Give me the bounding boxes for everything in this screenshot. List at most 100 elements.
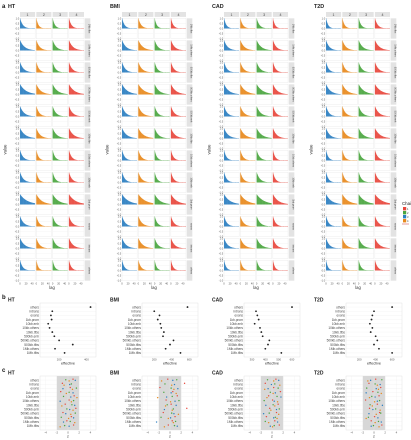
data-point	[67, 417, 70, 420]
y-tick-label: 0.5	[16, 153, 20, 157]
data-point	[274, 416, 277, 418]
data-point	[277, 403, 279, 405]
y-tick-label: -1.0	[117, 213, 122, 217]
y-tick-label: 1.0	[118, 104, 122, 108]
panel-c-xlabel: z	[67, 434, 69, 438]
category-label: exons	[30, 314, 39, 318]
facet-row-label: 1Mb.others	[292, 44, 295, 57]
data-point	[166, 404, 168, 406]
y-tick-label: 1.0	[322, 126, 326, 130]
y-tick-label: -0.5	[117, 54, 122, 58]
data-point	[165, 396, 168, 398]
acf-bars	[342, 194, 358, 205]
facet-row-strip	[390, 40, 397, 61]
data-point	[68, 408, 71, 411]
category-label: 1Mb.others	[329, 347, 345, 351]
acf-bars	[272, 84, 288, 95]
panel-a-trait-title: CAD	[212, 4, 224, 10]
y-tick-label: -0.5	[219, 274, 224, 278]
data-point	[278, 413, 280, 416]
y-tick-label: 1.0	[322, 214, 326, 218]
data-point	[373, 415, 376, 418]
facet-column-strip	[358, 12, 374, 17]
x-tick-label: 40	[251, 282, 254, 286]
x-tick-label: 0	[358, 282, 360, 286]
category-label: 1Mb.tfbs	[333, 351, 346, 355]
data-point	[176, 425, 178, 427]
acf-bars	[224, 172, 240, 183]
facet-row-label: 500kb.tfbs	[394, 67, 397, 79]
data-point	[176, 395, 178, 397]
data-point	[260, 331, 263, 333]
acf-bars	[272, 128, 288, 139]
category-label: introns	[335, 309, 345, 313]
category-label: exons	[132, 387, 141, 391]
data-point	[159, 386, 161, 389]
y-tick-label: -1.0	[321, 191, 326, 195]
data-point	[277, 387, 279, 389]
data-point	[271, 399, 274, 401]
y-tick-label: 0.0	[220, 49, 224, 53]
facet-row-strip	[390, 106, 397, 127]
y-tick-label: -1.0	[117, 169, 122, 173]
acf-bars	[52, 106, 68, 117]
data-point	[381, 424, 383, 426]
facet-row-label: 1kb.prom	[394, 199, 397, 209]
x-tick-label: 0	[169, 430, 171, 434]
acf-bars	[224, 128, 240, 139]
facet-row-label: 1Mb.others	[190, 44, 193, 57]
acf-bars	[36, 216, 52, 227]
category-label: 500kb.tfbs	[228, 343, 243, 347]
category-label: 10kb.others	[328, 326, 345, 330]
acf-bars	[374, 238, 390, 249]
y-tick-label: 0.0	[118, 203, 122, 207]
x-tick-label: 200	[357, 357, 362, 361]
y-tick-label: 1.0	[322, 258, 326, 262]
data-point	[278, 424, 280, 426]
data-point	[174, 400, 176, 402]
data-point	[61, 382, 64, 385]
facet-row-strip	[390, 194, 397, 215]
data-point	[377, 388, 380, 391]
y-tick-label: 0.0	[322, 181, 326, 185]
acf-bars	[256, 172, 272, 183]
y-tick-label: 0.0	[16, 159, 20, 163]
facet-row-label: 10kb.others	[88, 154, 91, 168]
acf-bars	[52, 194, 68, 205]
y-tick-label: 1.0	[16, 60, 20, 64]
y-tick-label: 1.0	[322, 170, 326, 174]
y-tick-label: 0.5	[220, 241, 224, 245]
category-label: 500kb.others	[21, 412, 40, 416]
data-point	[369, 331, 372, 333]
x-tick-label: -2	[362, 430, 365, 434]
x-tick-label: 300	[250, 357, 255, 361]
y-tick-label: 0.5	[220, 131, 224, 135]
acf-bars	[52, 216, 68, 227]
data-point	[269, 425, 272, 427]
category-label: others	[132, 305, 141, 309]
x-tick-label: 40	[267, 282, 270, 286]
data-point	[269, 407, 271, 410]
panel-b-plot-area	[243, 302, 301, 358]
y-tick-label: 0.5	[322, 87, 326, 91]
y-tick-label: 0.5	[322, 263, 326, 267]
facet-row-strip	[186, 84, 193, 105]
x-tick-label: 200	[57, 357, 62, 361]
data-point	[280, 396, 282, 398]
category-label: 1kb.prom	[26, 318, 40, 322]
category-label: 500kb.others	[21, 339, 40, 343]
data-point	[158, 314, 161, 317]
y-tick-label: -0.5	[15, 32, 20, 36]
panel-c-xlabel: z	[271, 434, 273, 438]
panel-c-trait-ht: HTothersintronsexons1kb.prom10kb.enh10kb…	[8, 371, 97, 438]
y-tick-label: 1.0	[118, 82, 122, 86]
category-label: exons	[336, 387, 345, 391]
x-tick-label: 4	[90, 430, 92, 434]
data-point	[270, 409, 272, 411]
data-point	[54, 347, 56, 350]
panel-c-trait-bmi: BMIothersintronsexons1kb.prom10kb.enh10k…	[110, 371, 199, 438]
y-tick-label: 1.0	[220, 126, 224, 130]
category-label: 10kb.enh	[128, 322, 141, 326]
facet-column-label: 4	[381, 13, 383, 17]
x-tick-label: 20	[143, 282, 146, 286]
